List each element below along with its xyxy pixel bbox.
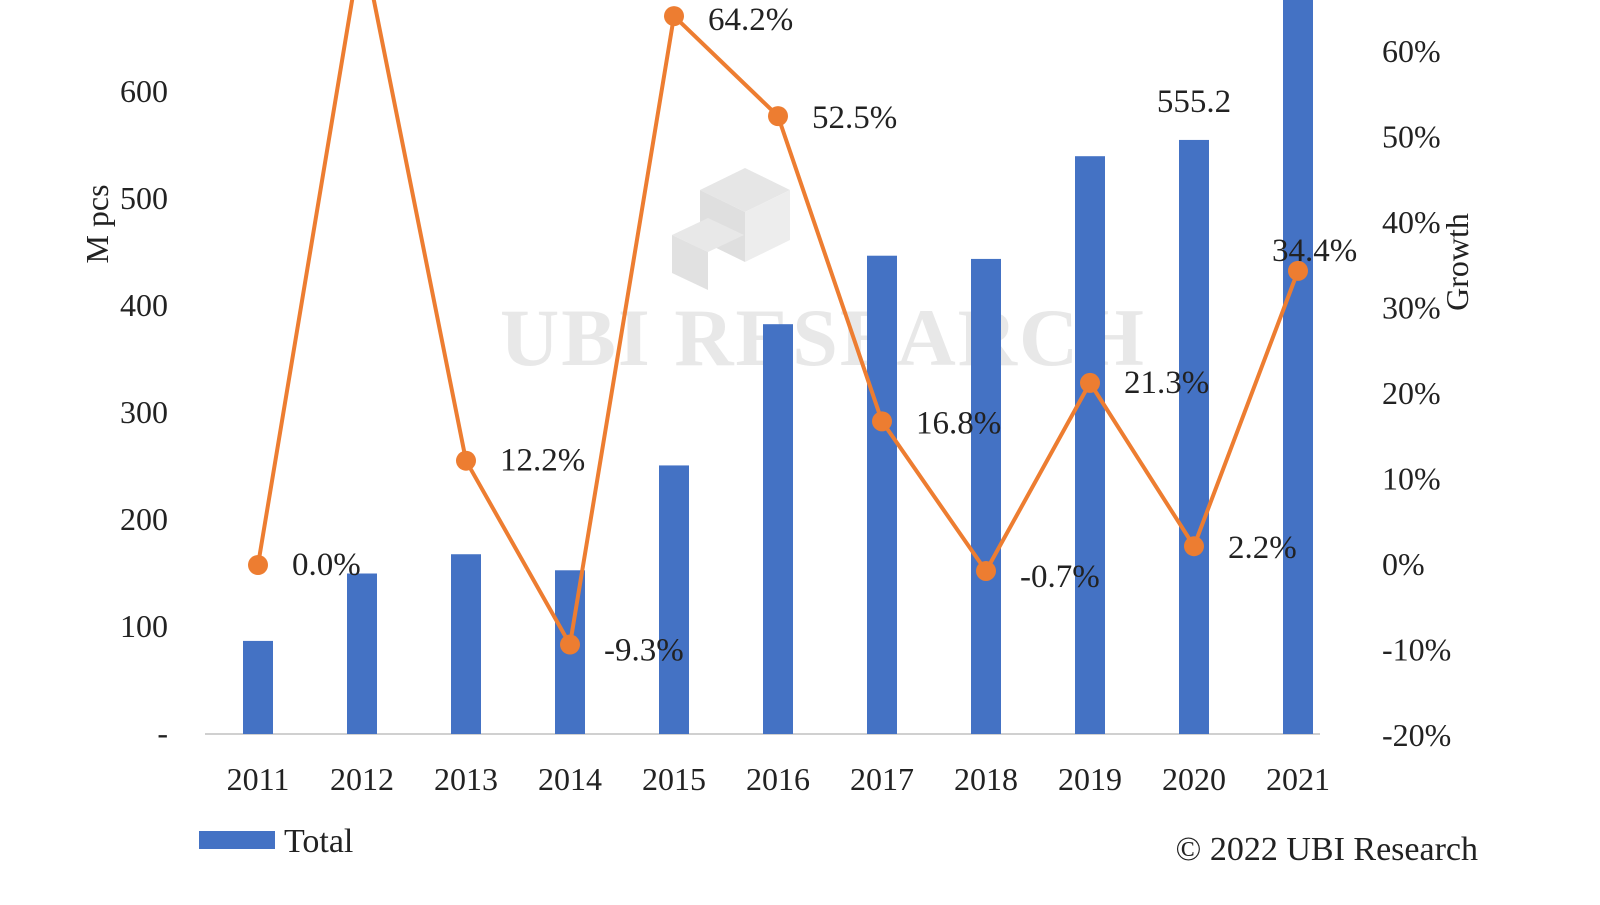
legend-swatch-total: [199, 831, 275, 849]
growth-point-2020: [1184, 536, 1204, 557]
legend: Total: [199, 823, 353, 860]
growth-label-2015: 64.2%: [708, 2, 793, 38]
bars-layer: [243, 0, 1313, 734]
x-tick-2021: 2021: [1266, 761, 1330, 797]
x-tick-2017: 2017: [850, 761, 914, 797]
growth-label-2016: 52.5%: [812, 100, 897, 136]
y-tick-300: 300: [120, 394, 168, 430]
y-tick-0: -: [157, 715, 168, 751]
x-axis-ticks: 2011 2012 2013 2014 2015 2016 2017 2018 2019 2020…: [227, 761, 1330, 797]
growth-point-2015: [664, 6, 684, 27]
y2-axis-ticks: -20% -10% 0% 10% 20% 30% 40% 50% 60%: [1382, 33, 1451, 753]
x-tick-2013: 2013: [434, 761, 498, 797]
y-tick-200: 200: [120, 501, 168, 537]
growth-point-2017: [872, 411, 892, 432]
growth-point-2016: [768, 106, 788, 127]
growth-point-2013: [456, 450, 476, 471]
y-axis-ticks: - 100 200 300 400 500 600: [120, 73, 168, 751]
growth-point-2011: [248, 555, 268, 575]
y-tick-600: 600: [120, 73, 168, 109]
bar-total-2011: [243, 640, 273, 734]
y2-tick-10: 10%: [1382, 461, 1441, 497]
y-axis-title: M pcs: [79, 184, 115, 263]
growth-label-2020: 2.2%: [1228, 530, 1297, 566]
bar-total-2015: [659, 465, 689, 734]
bar-total-2020: [1179, 139, 1209, 734]
x-tick-2014: 2014: [538, 761, 602, 797]
y-tick-500: 500: [120, 180, 168, 216]
data-labels-layer: 0.0% 12.2% -9.3% 64.2% 52.5% 16.8% -0.7% 21.3% 2…: [292, 2, 1357, 668]
x-tick-2015: 2015: [642, 761, 706, 797]
x-tick-2016: 2016: [746, 761, 810, 797]
y2-tick-40: 40%: [1382, 204, 1441, 240]
x-tick-2019: 2019: [1058, 761, 1122, 797]
y2-tick-0: 0%: [1382, 546, 1425, 582]
bar-total-2018: [971, 258, 1001, 734]
bar-total-2017: [867, 255, 897, 734]
bar-total-2021: [1283, 0, 1313, 734]
growth-point-2021: [1288, 260, 1308, 281]
growth-line-layer: [248, 0, 1308, 655]
x-tick-2012: 2012: [330, 761, 394, 797]
y2-tick-60: 60%: [1382, 33, 1441, 69]
bar-total-2012: [347, 573, 377, 734]
y-tick-100: 100: [120, 608, 168, 644]
bar-total-2013: [451, 554, 481, 734]
growth-label-2014: -9.3%: [604, 633, 684, 669]
growth-label-2021: 34.4%: [1272, 233, 1357, 269]
y-tick-400: 400: [120, 287, 168, 323]
y2-tick--20: -20%: [1382, 717, 1451, 753]
bar-label-2020: 555.2: [1157, 84, 1231, 120]
bar-total-2016: [763, 324, 793, 734]
y2-axis-title: Growth: [1439, 213, 1475, 311]
watermark-logo: UBI RESEARCH: [500, 168, 1146, 383]
y2-tick--10: -10%: [1382, 632, 1451, 668]
growth-label-2019: 21.3%: [1124, 365, 1209, 401]
copyright-text: © 2022 UBI Research: [1176, 831, 1478, 868]
growth-label-2013: 12.2%: [500, 443, 585, 479]
y2-tick-20: 20%: [1382, 375, 1441, 411]
growth-label-2018: -0.7%: [1020, 559, 1100, 595]
y2-tick-50: 50%: [1382, 119, 1441, 155]
bar-total-2019: [1075, 156, 1105, 734]
growth-point-2014: [560, 634, 580, 655]
growth-point-2019: [1080, 372, 1100, 393]
legend-label-total: Total: [284, 823, 353, 860]
watermark-text: UBI RESEARCH: [500, 292, 1146, 383]
growth-label-2017: 16.8%: [916, 405, 1001, 441]
x-tick-2011: 2011: [227, 761, 290, 797]
x-tick-2020: 2020: [1162, 761, 1226, 797]
x-tick-2018: 2018: [954, 761, 1018, 797]
growth-label-2011: 0.0%: [292, 547, 361, 583]
y2-tick-30: 30%: [1382, 290, 1441, 326]
growth-point-2018: [976, 560, 996, 581]
